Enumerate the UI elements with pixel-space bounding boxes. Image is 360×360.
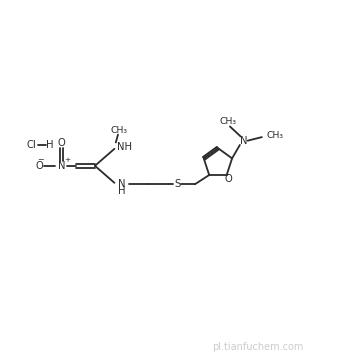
Text: −: − <box>37 155 43 164</box>
Text: H: H <box>118 186 126 195</box>
Text: CH₃: CH₃ <box>267 131 284 140</box>
Text: pl.tianfuchem.com: pl.tianfuchem.com <box>212 342 304 352</box>
Text: N: N <box>118 179 126 189</box>
Text: CH₃: CH₃ <box>220 117 237 126</box>
Text: NH: NH <box>117 142 132 152</box>
Text: N: N <box>240 136 247 146</box>
Text: S: S <box>174 179 180 189</box>
Text: N: N <box>58 161 65 171</box>
Text: Cl: Cl <box>26 140 36 149</box>
Text: CH₃: CH₃ <box>111 126 127 135</box>
Text: +: + <box>64 157 70 163</box>
Text: O: O <box>225 174 233 184</box>
Text: H: H <box>46 140 53 149</box>
Text: O: O <box>35 161 43 171</box>
Text: O: O <box>57 138 65 148</box>
